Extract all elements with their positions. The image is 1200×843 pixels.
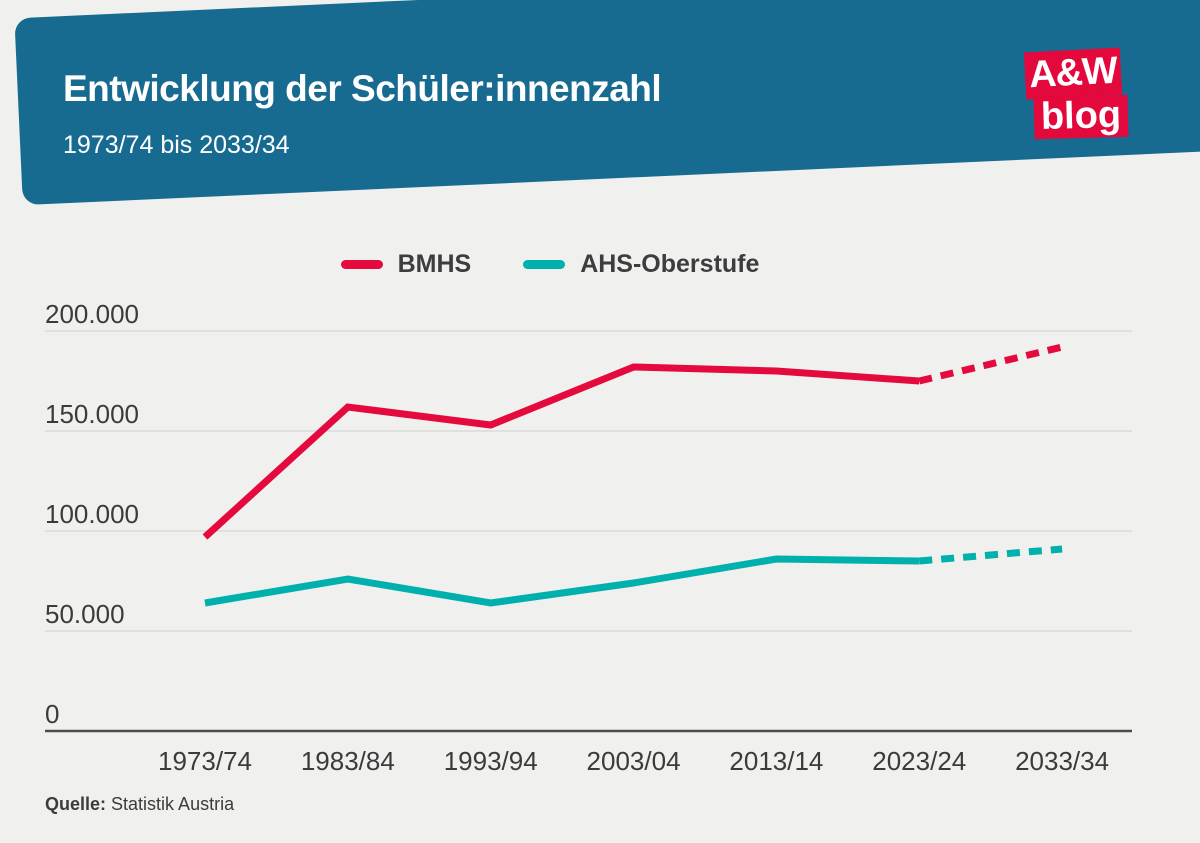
x-tick-label: 2033/34 [1015,746,1109,776]
y-tick-label: 200.000 [45,299,139,329]
x-tick-label: 1983/84 [301,746,395,776]
source-label: Quelle: [45,794,107,814]
legend-item-ahs: AHS-Oberstufe [523,250,759,279]
x-tick-label: 2013/14 [729,746,823,776]
bmhs-line-swatch [340,260,383,269]
legend-item-bmhs: BMHS [340,250,472,279]
source-note: Quelle: Statistik Austria [45,794,234,815]
ahs-line-swatch [523,260,566,269]
series-line-AHS-Oberstufe [204,555,920,607]
y-tick-label: 150.000 [45,399,139,429]
y-tick-label: 50.000 [45,599,125,629]
legend: BMHS AHS-Oberstufe [0,250,1100,279]
page-title: Entwicklung der Schüler:innenzahl [63,68,662,109]
series-line-projected-BMHS [918,343,1063,385]
ahs-legend-label: AHS-Oberstufe [580,250,760,278]
y-tick-label: 0 [45,699,59,729]
x-tick-label: 2023/24 [872,746,966,776]
page-subtitle: 1973/74 bis 2033/34 [63,131,290,159]
x-tick-label: 1993/94 [444,746,538,776]
series-line-projected-AHS-Oberstufe [918,545,1063,565]
x-tick-label: 1973/74 [158,746,252,776]
bmhs-legend-label: BMHS [397,250,472,278]
x-tick-label: 2003/04 [587,746,681,776]
source-text: Statistik Austria [111,794,235,814]
y-tick-label: 100.000 [45,499,139,529]
series-line-BMHS [202,363,920,540]
